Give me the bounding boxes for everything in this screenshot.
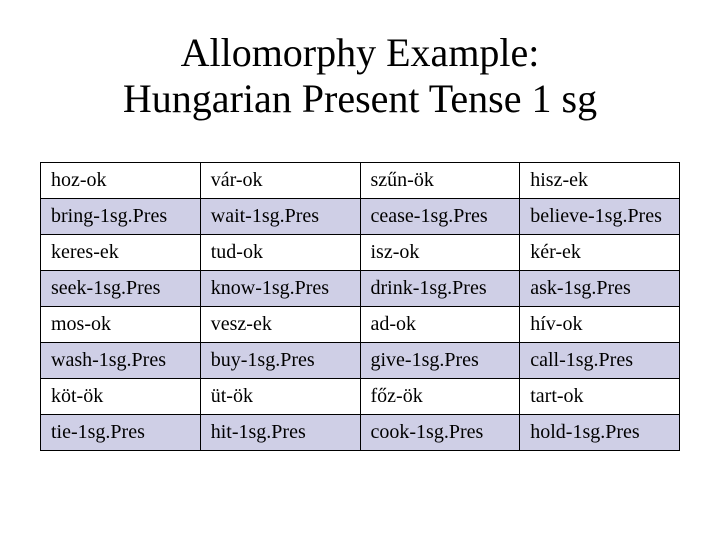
table-cell: buy-1sg.Pres [200, 343, 360, 379]
table-cell: wash-1sg.Pres [41, 343, 201, 379]
table-row: hoz-ok vár-ok szűn-ök hisz-ek [41, 163, 680, 199]
table-cell: köt-ök [41, 379, 201, 415]
table-cell: vesz-ek [200, 307, 360, 343]
table-cell: wait-1sg.Pres [200, 199, 360, 235]
title-line-1: Allomorphy Example: [181, 30, 540, 75]
slide-title: Allomorphy Example: Hungarian Present Te… [40, 30, 680, 122]
table-row: seek-1sg.Pres know-1sg.Pres drink-1sg.Pr… [41, 271, 680, 307]
table-cell: hit-1sg.Pres [200, 415, 360, 451]
table-body: hoz-ok vár-ok szűn-ök hisz-ek bring-1sg.… [41, 163, 680, 451]
table-cell: hoz-ok [41, 163, 201, 199]
table-cell: kér-ek [520, 235, 680, 271]
table-cell: give-1sg.Pres [360, 343, 520, 379]
table-cell: hív-ok [520, 307, 680, 343]
table-row: tie-1sg.Pres hit-1sg.Pres cook-1sg.Pres … [41, 415, 680, 451]
table-cell: isz-ok [360, 235, 520, 271]
table-cell: vár-ok [200, 163, 360, 199]
table-row: bring-1sg.Pres wait-1sg.Pres cease-1sg.P… [41, 199, 680, 235]
table-cell: drink-1sg.Pres [360, 271, 520, 307]
table-row: mos-ok vesz-ek ad-ok hív-ok [41, 307, 680, 343]
table-row: wash-1sg.Pres buy-1sg.Pres give-1sg.Pres… [41, 343, 680, 379]
table-cell: cease-1sg.Pres [360, 199, 520, 235]
table-cell: szűn-ök [360, 163, 520, 199]
table-cell: hold-1sg.Pres [520, 415, 680, 451]
table-cell: tie-1sg.Pres [41, 415, 201, 451]
table-cell: keres-ek [41, 235, 201, 271]
table-row: köt-ök üt-ök főz-ök tart-ok [41, 379, 680, 415]
table-cell: ad-ok [360, 307, 520, 343]
title-line-2: Hungarian Present Tense 1 sg [123, 76, 597, 121]
table-cell: ask-1sg.Pres [520, 271, 680, 307]
table-cell: bring-1sg.Pres [41, 199, 201, 235]
slide: Allomorphy Example: Hungarian Present Te… [0, 0, 720, 540]
table-cell: know-1sg.Pres [200, 271, 360, 307]
allomorphy-table: hoz-ok vár-ok szűn-ök hisz-ek bring-1sg.… [40, 162, 680, 451]
table-row: keres-ek tud-ok isz-ok kér-ek [41, 235, 680, 271]
table-cell: üt-ök [200, 379, 360, 415]
table-cell: call-1sg.Pres [520, 343, 680, 379]
table-cell: mos-ok [41, 307, 201, 343]
table-cell: seek-1sg.Pres [41, 271, 201, 307]
table-cell: tart-ok [520, 379, 680, 415]
table-cell: főz-ök [360, 379, 520, 415]
table-cell: tud-ok [200, 235, 360, 271]
table-cell: hisz-ek [520, 163, 680, 199]
table-cell: believe-1sg.Pres [520, 199, 680, 235]
table-cell: cook-1sg.Pres [360, 415, 520, 451]
